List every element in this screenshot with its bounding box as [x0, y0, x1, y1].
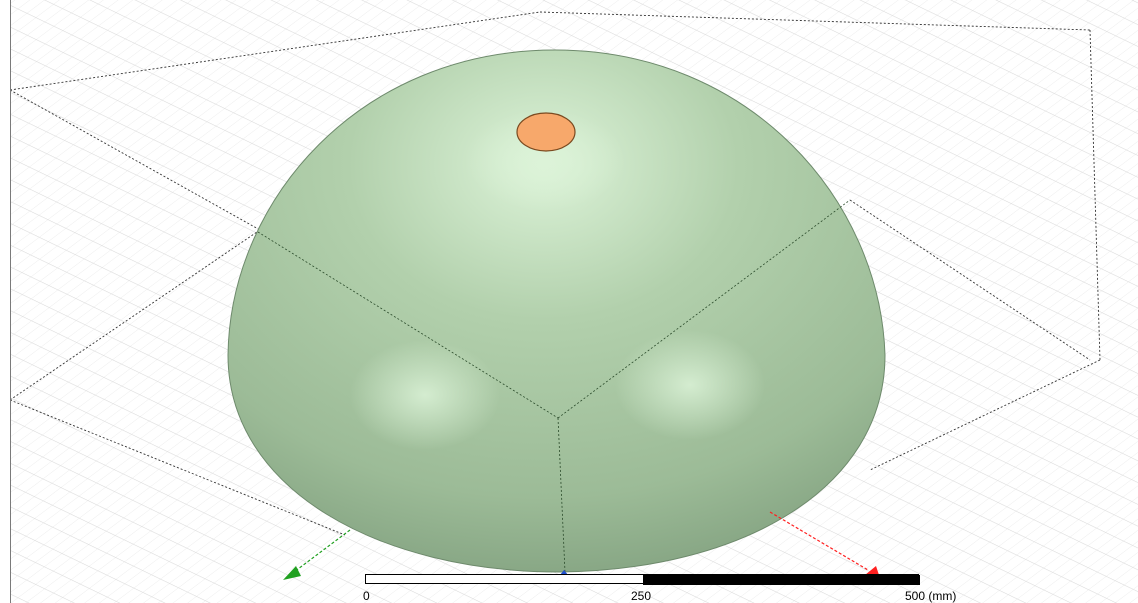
- dome-highlight-top: [465, 110, 625, 210]
- scale-bar: 0 250 500 (mm): [363, 574, 956, 603]
- scale-label-start: 0: [363, 589, 370, 603]
- y-axis-arrow-icon: [283, 566, 301, 580]
- scale-segment-black: [643, 575, 920, 585]
- y-axis-line: [289, 529, 351, 576]
- bounding-box: [9, 11, 1101, 536]
- dome-highlight-right: [615, 330, 765, 440]
- x-axis-line: [769, 511, 869, 571]
- dome-edges: [257, 199, 851, 573]
- scale-segment-white: [366, 575, 643, 583]
- viewport-left-border: [0, 0, 11, 603]
- dome-highlight-left: [350, 340, 500, 450]
- z-axis-arrow-icon: [560, 570, 568, 575]
- scale-label-mid: 250: [631, 589, 652, 603]
- coordinate-axes: [283, 511, 880, 580]
- scale-track: [365, 574, 920, 585]
- scale-label-end: 500 (mm): [905, 589, 957, 603]
- port-disk[interactable]: [516, 112, 576, 152]
